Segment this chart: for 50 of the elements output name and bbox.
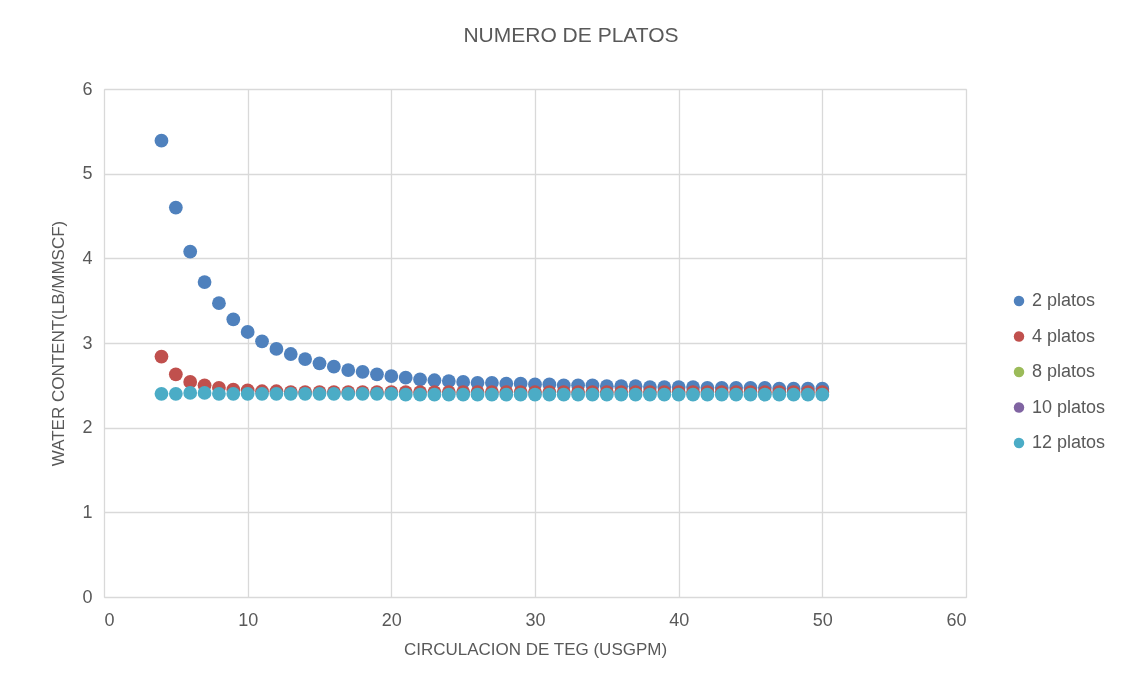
point	[212, 296, 226, 311]
point	[226, 312, 241, 327]
point	[168, 200, 183, 215]
legend-label: 8 platos	[1032, 361, 1096, 381]
legend-label: 12 platos	[1032, 432, 1106, 452]
y-tick-label: 6	[82, 78, 93, 99]
y-tick-label: 1	[82, 501, 93, 522]
legend-label: 4 platos	[1032, 325, 1096, 346]
y-tick-label: 5	[82, 163, 93, 184]
point	[326, 359, 341, 374]
point	[370, 367, 384, 382]
y-tick-label: 3	[82, 332, 93, 353]
x-tick-label: 10	[238, 609, 259, 630]
x-axis-title: CIRCULACION DE TEG (USGPM)	[403, 639, 668, 659]
y-axis-title: WATER CONTENT(LB/MMSCF)	[49, 220, 69, 467]
point	[384, 369, 399, 383]
point	[154, 386, 169, 401]
point	[168, 386, 183, 401]
point	[255, 334, 269, 349]
point	[240, 325, 255, 339]
point	[427, 373, 442, 388]
legend-label: 10 platos	[1032, 396, 1106, 417]
x-tick-label: 0	[104, 609, 115, 630]
point	[154, 349, 169, 364]
point	[312, 356, 327, 371]
x-tick-label: 20	[381, 609, 402, 630]
point	[154, 133, 169, 148]
y-tick-label: 0	[82, 586, 93, 607]
point	[168, 367, 183, 382]
point	[226, 386, 241, 401]
legend-label: 2 platos	[1032, 290, 1096, 310]
point	[355, 364, 370, 379]
point	[298, 352, 313, 366]
point	[212, 386, 226, 401]
point	[341, 363, 356, 377]
point	[183, 244, 198, 259]
x-tick-label: 40	[669, 609, 690, 630]
y-tick-label: 4	[82, 247, 93, 268]
y-tick-label: 2	[82, 417, 93, 438]
x-tick-label: 60	[946, 609, 967, 630]
point	[183, 386, 198, 400]
point	[413, 372, 427, 387]
point	[398, 370, 413, 385]
point	[197, 386, 212, 400]
point	[197, 275, 212, 289]
chart-title: NUMERO DE PLATOS	[463, 23, 679, 46]
point	[269, 342, 284, 356]
point	[283, 347, 298, 361]
x-tick-label: 30	[525, 609, 546, 630]
x-tick-label: 50	[812, 609, 833, 630]
